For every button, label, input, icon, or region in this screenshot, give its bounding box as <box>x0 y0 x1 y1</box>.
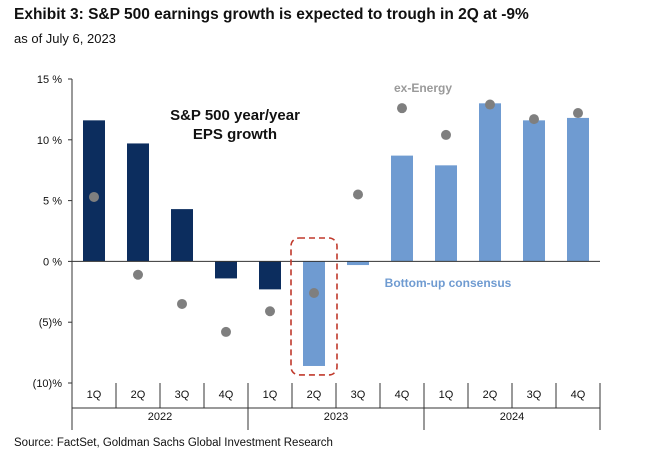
bar-2q-9 <box>479 103 501 262</box>
annotation-bottom-up-consensus: Bottom-up consensus <box>385 276 512 290</box>
ex-energy-dot <box>177 298 187 309</box>
y-tick-label: 10 % <box>37 135 62 147</box>
x-tick-label: 1Q <box>87 389 102 401</box>
ex-energy-dot <box>309 288 319 299</box>
bar-4q-11 <box>567 117 589 262</box>
ex-energy-dot <box>221 326 231 337</box>
bar-3q-2 <box>171 209 193 262</box>
bar-1q-0 <box>83 120 105 262</box>
ex-energy-dot <box>441 129 451 140</box>
chart-subtitle: as of July 6, 2023 <box>14 31 116 46</box>
annotation-ex-energy: ex-Energy <box>394 81 452 95</box>
x-tick-label: 4Q <box>219 389 234 401</box>
x-tick-label: 2Q <box>483 389 498 401</box>
x-tick-label: 3Q <box>351 389 366 401</box>
y-tick-label: 5 % <box>43 196 62 208</box>
x-tick-label: 3Q <box>527 389 542 401</box>
ex-energy-dot <box>529 114 539 125</box>
chart-title: Exhibit 3: S&P 500 earnings growth is ex… <box>14 6 529 23</box>
y-tick-label: (5)% <box>39 317 62 329</box>
source-note: Source: FactSet, Goldman Sachs Global In… <box>14 437 333 449</box>
bar-3q-6 <box>347 261 369 266</box>
bar-3q-10 <box>523 120 545 262</box>
x-tick-label: 3Q <box>175 389 190 401</box>
ex-energy-dot <box>485 99 495 110</box>
ex-energy-dot <box>89 191 99 202</box>
x-tick-label: 4Q <box>571 389 586 401</box>
bar-4q-3 <box>215 261 237 279</box>
bar-1q-8 <box>435 165 457 262</box>
ex-energy-dot <box>353 189 363 200</box>
x-tick-label: 2Q <box>131 389 146 401</box>
x-tick-label: 1Q <box>439 389 454 401</box>
year-group-label: 2024 <box>500 411 524 423</box>
trough-highlight-box <box>290 237 338 376</box>
annotation-main-line2: EPS growth <box>193 126 277 143</box>
ex-energy-dot <box>133 269 143 280</box>
annotation-main-line1: S&P 500 year/year <box>170 107 300 124</box>
ex-energy-dot <box>265 306 275 317</box>
y-tick-label: 15 % <box>37 74 62 86</box>
x-tick-label: 4Q <box>395 389 410 401</box>
year-group-label: 2022 <box>148 411 172 423</box>
ex-energy-dot <box>573 108 583 119</box>
bar-4q-7 <box>391 155 413 262</box>
bar-2q-1 <box>127 143 149 262</box>
y-tick-label: (10)% <box>33 378 63 390</box>
bar-2q-5 <box>303 261 325 366</box>
year-group-label: 2023 <box>324 411 348 423</box>
bar-1q-4 <box>259 261 281 290</box>
y-tick-label: 0 % <box>43 256 62 268</box>
ex-energy-dot <box>397 103 407 114</box>
x-tick-label: 1Q <box>263 389 278 401</box>
x-tick-label: 2Q <box>307 389 322 401</box>
